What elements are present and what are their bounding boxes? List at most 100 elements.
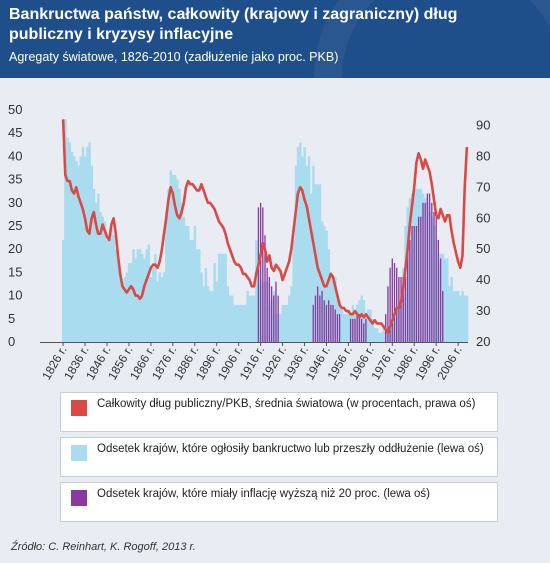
default-bar-2005 [454, 290, 458, 342]
default-bar-1881 [182, 216, 186, 342]
default-bar-1925 [279, 314, 282, 342]
default-bar-1843 [99, 212, 102, 342]
inflation-bar-1940 [312, 304, 314, 342]
legend: Całkowity dług publiczny/PKB, średnia św… [60, 392, 506, 522]
default-bar-1882 [184, 226, 188, 342]
inflation-bar-1943 [319, 295, 321, 342]
inflation-bar-1992 [426, 193, 429, 342]
inflation-bar-1920 [268, 277, 271, 342]
default-bar-1833 [77, 165, 80, 342]
default-bar-1894 [211, 290, 214, 342]
default-bar-1876 [171, 174, 175, 342]
legend-item-defaults: Odsetek krajów, które ogłosiły bankructw… [60, 437, 498, 477]
default-bar-1966 [369, 309, 372, 342]
inflation-bar-1919 [266, 267, 268, 342]
default-bar-1884 [189, 239, 192, 342]
default-bar-1929 [288, 295, 291, 342]
default-bar-2008 [461, 290, 464, 342]
default-bar-1878 [176, 179, 179, 342]
default-bar-1897 [217, 253, 221, 342]
default-bar-1873 [165, 212, 168, 342]
default-bar-1953 [340, 309, 344, 342]
default-bar-1902 [228, 295, 232, 342]
default-bar-1853 [121, 281, 124, 342]
default-bar-1872 [162, 272, 166, 342]
left-axis: 0 5 10 15 20 25 30 35 40 45 50 [8, 102, 22, 349]
default-bar-1887 [195, 249, 199, 342]
default-bar-1956 [347, 309, 350, 342]
left-tick-label: 35 [8, 172, 22, 187]
default-bar-1890 [202, 286, 205, 342]
left-tick-label: 0 [8, 334, 15, 349]
right-tick-label: 70 [476, 179, 490, 194]
default-bar-1889 [200, 272, 203, 342]
inflation-bar-1976 [391, 258, 393, 342]
default-bar-1866 [149, 277, 153, 342]
inflation-bar-1997 [437, 239, 440, 342]
left-tick-label: 50 [8, 102, 22, 117]
default-bar-2001 [446, 258, 449, 342]
default-bar-1840 [92, 188, 96, 342]
default-bar-1867 [151, 267, 155, 342]
default-bar-1880 [180, 202, 184, 342]
default-bar-1864 [145, 249, 148, 342]
default-bar-1829 [68, 142, 72, 342]
legend-label-inflation: Odsetek krajów, które miały inflację wyż… [97, 488, 430, 500]
inflation-bar-1985 [411, 226, 413, 342]
left-tick-label: 45 [8, 125, 22, 140]
default-bar-2010 [465, 295, 469, 342]
default-bar-1891 [204, 267, 208, 342]
default-bar-1969 [375, 328, 379, 342]
default-bar-1868 [154, 253, 157, 342]
inflation-bar-1942 [317, 286, 319, 342]
inflation-bar-1979 [398, 277, 400, 342]
default-bar-1862 [141, 253, 144, 342]
inflation-bar-1924 [277, 295, 279, 342]
inflation-bar-1923 [275, 281, 277, 342]
default-bar-1852 [119, 277, 122, 342]
inflation-bar-1945 [323, 300, 325, 342]
default-bar-1826 [62, 239, 65, 342]
left-tick-label: 40 [8, 148, 22, 163]
default-bar-1837 [86, 147, 89, 342]
default-bar-1875 [169, 170, 173, 342]
debt-line [61, 119, 469, 334]
default-bar-1846 [105, 239, 109, 342]
default-bar-1901 [226, 286, 230, 342]
inflation-bar-1949 [332, 304, 334, 342]
default-bar-1912 [250, 295, 254, 342]
inflation-bar-1999 [442, 290, 444, 342]
default-bar-1879 [178, 188, 181, 342]
default-bar-1930 [290, 286, 293, 342]
default-bar-1898 [220, 253, 223, 342]
default-bar-1947 [327, 249, 331, 342]
inflation-bar-1995 [433, 212, 435, 342]
default-bar-1914 [255, 239, 258, 342]
default-bar-1851 [116, 258, 120, 342]
default-bar-1892 [206, 286, 210, 342]
legend-item-debt: Całkowity dług publiczny/PKB, średnia św… [60, 392, 498, 432]
default-bar-2000 [443, 258, 447, 342]
inflation-bar-1964 [365, 318, 367, 342]
default-bar-1861 [138, 249, 142, 342]
legend-label-defaults: Odsetek krajów, które ogłosiły bankructw… [97, 443, 484, 455]
default-bar-1940 [312, 165, 315, 342]
inflation-bar-1983 [406, 249, 409, 342]
default-bar-1885 [191, 239, 194, 342]
default-bar-1954 [342, 314, 346, 342]
default-bar-1859 [134, 258, 137, 342]
inflation-bar-1950 [334, 309, 336, 342]
inflation-bar-1991 [424, 202, 426, 342]
default-bar-1932 [294, 165, 298, 342]
default-bar-1936 [303, 147, 306, 342]
default-bar-1877 [173, 174, 177, 342]
default-bar-1871 [160, 277, 164, 342]
inflation-bar-1978 [396, 267, 398, 342]
inflation-bar-1944 [321, 290, 323, 342]
legend-swatch-defaults [71, 445, 87, 461]
inflation-bar-1987 [415, 226, 418, 342]
default-bar-1933 [296, 147, 300, 342]
default-bar-1844 [101, 216, 104, 342]
default-bar-1883 [187, 226, 190, 342]
default-bar-1931 [292, 239, 295, 342]
